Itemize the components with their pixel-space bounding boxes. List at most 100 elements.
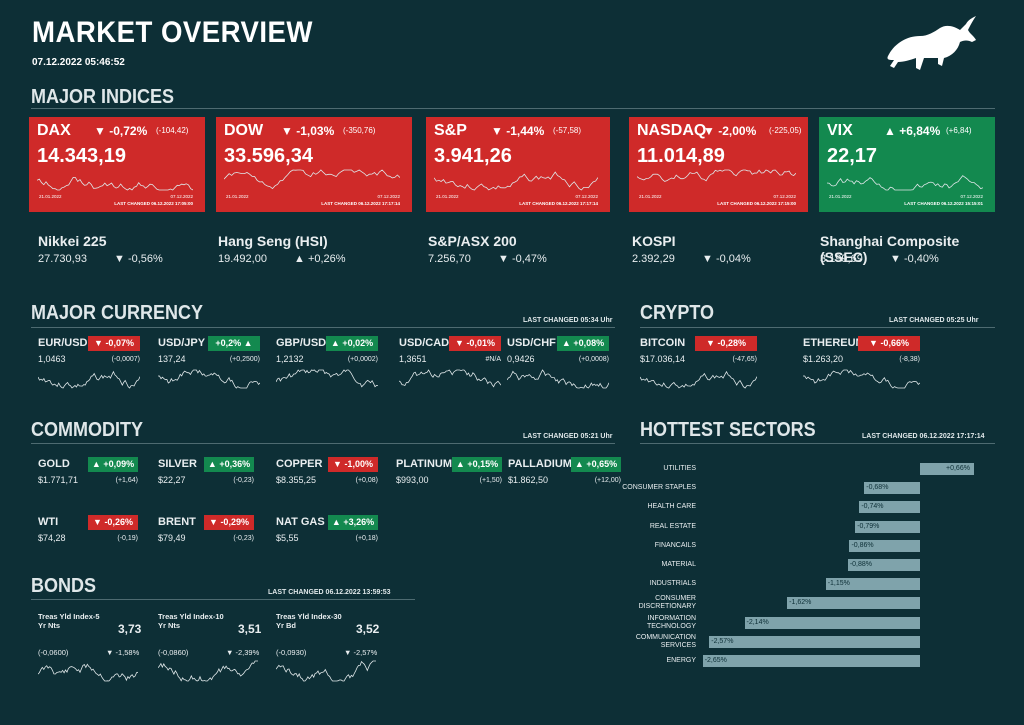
quote-change: (-47,65): [732, 356, 757, 363]
index-tile[interactable]: NASDAQ ▼ -2,00% (-225,05) 11.014,89 21.01.20…: [629, 117, 808, 212]
index-sparkline: [224, 169, 400, 190]
quote-sparkline: [276, 369, 378, 388]
chart-end-date: 07.12.2022: [170, 194, 193, 199]
quote-name: WTI: [38, 516, 59, 528]
quote-item[interactable]: BRENT ▼ -0,29% $79,49 (-0,23): [158, 515, 254, 566]
sector-bar[interactable]: [702, 655, 920, 667]
quote-item[interactable]: ETHEREUM ▼ -0,66% $1.263,20 (-8,38): [803, 336, 920, 389]
bond-sparkline: [276, 660, 376, 682]
quote-item[interactable]: BITCOIN ▼ -0,28% $17.036,14 (-47,65): [640, 336, 757, 389]
sector-bar[interactable]: [825, 578, 920, 591]
bond-item[interactable]: Treas Yld Index-5 Yr Nts 3,73 (-0,0600) ▼ -…: [38, 612, 150, 684]
quote-item[interactable]: USD/CHF ▲ +0,08% 0,9426 (+0,0008): [507, 336, 609, 389]
divider: [640, 327, 995, 328]
secondary-index[interactable]: Shanghai Composite (SSEC) 3.199,69 ▼ -0,40…: [820, 233, 1010, 269]
index-change: ▼ -0,47%: [498, 253, 547, 265]
secondary-index[interactable]: S&P/ASX 200 7.256,70 ▼ -0,47%: [428, 233, 618, 269]
quote-item[interactable]: GOLD ▲ +0,09% $1.771,71 (+1,64): [38, 457, 138, 508]
index-value: 2.392,29: [632, 253, 675, 265]
quote-sparkline: [640, 370, 757, 389]
quote-name: COPPER: [276, 458, 323, 470]
sector-bar[interactable]: [920, 463, 975, 475]
sector-bar[interactable]: [787, 597, 920, 610]
chart-start-date: 21.01.2022: [436, 194, 459, 199]
bond-value: 3,73: [118, 622, 142, 636]
chart-end-date: 07.12.2022: [377, 194, 400, 199]
quote-item[interactable]: GBP/USD ▲ +0,02% 1,2132 (+0,0002): [276, 336, 378, 388]
quote-item[interactable]: USD/JPY +0,2% ▲ 137,24 (+0,2500): [158, 336, 260, 389]
section-title-crypto: CRYPTO: [640, 302, 715, 324]
divider: [31, 108, 995, 109]
sector-value: -0,88%: [849, 561, 873, 568]
index-change-percent: ▼ -2,00%: [703, 124, 757, 138]
quote-item[interactable]: SILVER ▲ +0,36% $22,27 (-0,23): [158, 457, 254, 508]
bond-name: Treas Yld Index-30 Yr Bd: [276, 612, 342, 630]
index-value: 11.014,89: [637, 145, 725, 167]
divider: [31, 599, 415, 600]
quote-change: (+1,50): [479, 477, 502, 484]
index-tile[interactable]: DOW ▼ -1,03% (-350,76) 33.596,34 21.01.2022 0…: [216, 117, 412, 212]
index-last-changed: LAST CHANGED 06.12.2022 15:15:01: [904, 201, 983, 206]
index-name: S&P: [434, 122, 467, 139]
quote-item[interactable]: WTI ▼ -0,26% $74,28 (-0,19): [38, 515, 138, 566]
index-change-percent: ▲ +6,84%: [884, 124, 941, 138]
quote-name: GBP/USD: [276, 337, 327, 349]
index-change-abs: (-225,05): [769, 126, 802, 135]
secondary-index[interactable]: Hang Seng (HSI) 19.492,00 ▲ +0,26%: [218, 233, 408, 269]
quote-sparkline: [803, 369, 920, 389]
quote-sparkline: [399, 369, 501, 388]
quote-item[interactable]: PALLADIUM ▲ +0,65% $1.862,50 (+12,00): [508, 457, 621, 508]
timestamp: 07.12.2022 05:46:52: [32, 57, 125, 68]
sector-value: -1,15%: [827, 580, 850, 588]
index-tile[interactable]: VIX ▲ +6,84% (+6,84) 22,17 21.01.2022 07.12.2…: [819, 117, 995, 212]
sector-bar[interactable]: [709, 635, 920, 648]
sector-bar[interactable]: [847, 559, 920, 571]
chart-end-date: 07.12.2022: [575, 194, 598, 199]
index-tile[interactable]: S&P ▼ -1,44% (-57,58) 3.941,26 21.01.2022 07.…: [426, 117, 610, 212]
index-sparkline: [827, 175, 983, 191]
sector-label: MATERIAL: [661, 561, 697, 568]
index-tile[interactable]: DAX ▼ -0,72% (-104,42) 14.343,19 21.01.2022 0…: [29, 117, 205, 212]
sector-bar[interactable]: [859, 501, 920, 514]
quote-change: (+0,18): [355, 535, 378, 542]
index-change: ▼ -0,40%: [890, 253, 939, 265]
divider: [640, 443, 995, 444]
quote-change: (-0,0007): [111, 356, 140, 363]
index-value: 14.343,19: [37, 145, 126, 167]
secondary-index[interactable]: Nikkei 225 27.730,93 ▼ -0,56%: [38, 233, 228, 269]
quote-item[interactable]: COPPER ▼ -1,00% $8.355,25 (+0,08): [276, 457, 378, 508]
index-change-abs: (-57,58): [553, 126, 582, 135]
bond-item[interactable]: Treas Yld Index-30 Yr Bd 3,52 (-0,0930) ▼ -…: [276, 612, 388, 684]
sector-bar[interactable]: [855, 520, 920, 533]
sector-bar[interactable]: [864, 482, 920, 495]
section-title-currency: MAJOR CURRENCY: [31, 302, 204, 324]
secondary-index[interactable]: KOSPI 2.392,29 ▼ -0,04%: [632, 233, 822, 269]
quote-value: $17.036,14: [640, 354, 686, 364]
quote-item[interactable]: PLATINUM ▲ +0,15% $993,00 (+1,50): [396, 457, 502, 508]
sector-bar[interactable]: [849, 539, 920, 552]
quote-item[interactable]: EUR/USD ▼ -0,07% 1,0463 (-0,0007): [38, 336, 140, 389]
index-name: VIX: [827, 122, 853, 139]
last-changed-sectors: LAST CHANGED 06.12.2022 17:17:14: [862, 433, 985, 440]
bond-item[interactable]: Treas Yld Index-10 Yr Nts 3,51 (-0,0860) ▼ …: [158, 612, 270, 684]
index-value: 27.730,93: [38, 253, 87, 265]
bond-change-percent: ▼ -1,58%: [106, 648, 140, 657]
sector-value: -0,74%: [861, 503, 884, 511]
quote-change: (-0,23): [233, 535, 254, 542]
index-change: ▲ +0,26%: [294, 253, 346, 265]
quote-value: 1,0463: [38, 354, 66, 364]
sector-bar[interactable]: [744, 616, 920, 629]
change-badge: ▲ +0,08%: [557, 336, 609, 351]
index-value: 3.199,69: [820, 253, 863, 265]
sector-value: -2,14%: [746, 618, 769, 626]
chart-start-date: 21.01.2022: [639, 194, 662, 199]
divider: [31, 327, 615, 328]
sector-label: REAL ESTATE: [649, 522, 696, 530]
sector-label: INFORMATION TECHNOLOGY: [646, 614, 696, 630]
quote-item[interactable]: USD/CAD ▼ -0,01% 1,3651 #N/A: [399, 336, 501, 388]
section-title-bonds: BONDS: [31, 575, 97, 597]
index-sparkline: [637, 169, 796, 182]
quote-name: EUR/USD: [38, 337, 88, 349]
quote-item[interactable]: NAT GAS ▲ +3,26% $5,55 (+0,18): [276, 515, 378, 566]
quote-change: (+1,64): [115, 477, 138, 484]
